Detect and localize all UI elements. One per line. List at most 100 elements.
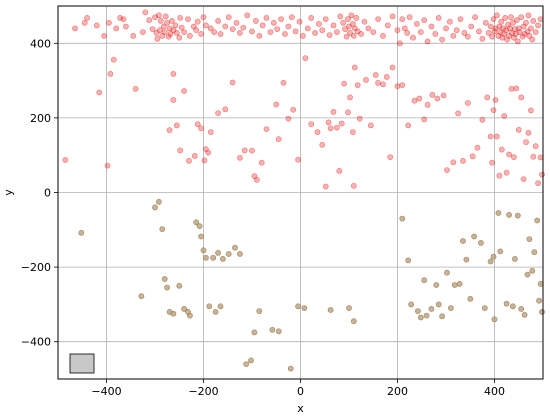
data-point bbox=[273, 101, 280, 108]
data-point bbox=[345, 109, 351, 116]
data-point bbox=[487, 133, 494, 140]
data-point bbox=[96, 89, 103, 96]
data-point bbox=[153, 30, 160, 36]
data-point bbox=[308, 121, 315, 128]
data-point bbox=[503, 27, 509, 34]
data-point bbox=[482, 19, 489, 26]
data-point bbox=[232, 244, 238, 251]
data-point bbox=[312, 30, 318, 36]
data-point bbox=[202, 22, 209, 29]
grid-lines bbox=[58, 6, 543, 379]
data-point bbox=[351, 25, 358, 32]
data-point bbox=[186, 312, 193, 319]
data-point bbox=[340, 19, 347, 26]
data-point bbox=[258, 159, 265, 166]
data-point bbox=[178, 24, 185, 31]
data-point bbox=[380, 81, 386, 88]
data-point bbox=[498, 146, 505, 153]
data-point bbox=[186, 157, 192, 164]
data-point bbox=[496, 172, 503, 179]
data-point bbox=[514, 212, 521, 219]
data-point bbox=[130, 32, 137, 39]
data-point bbox=[432, 31, 439, 37]
data-point bbox=[365, 25, 372, 32]
data-point bbox=[347, 94, 353, 101]
data-point bbox=[510, 19, 516, 26]
data-point bbox=[241, 147, 248, 154]
data-point bbox=[152, 14, 158, 21]
data-point bbox=[467, 295, 474, 302]
data-point bbox=[513, 85, 520, 92]
data-point bbox=[464, 33, 471, 40]
data-point bbox=[120, 16, 127, 22]
data-point bbox=[172, 22, 179, 29]
data-point bbox=[496, 23, 503, 30]
data-point bbox=[159, 32, 166, 39]
data-point bbox=[194, 18, 201, 25]
data-point bbox=[477, 239, 484, 246]
data-point bbox=[518, 94, 525, 101]
data-point bbox=[341, 80, 347, 87]
data-point bbox=[529, 36, 536, 43]
data-point bbox=[207, 129, 214, 135]
data-point bbox=[200, 247, 207, 254]
data-point bbox=[497, 29, 504, 35]
data-point bbox=[113, 25, 120, 32]
data-point bbox=[236, 154, 243, 161]
data-point bbox=[290, 106, 297, 113]
data-point bbox=[457, 16, 464, 22]
data-point bbox=[299, 32, 306, 39]
data-point bbox=[159, 226, 166, 232]
data-point bbox=[347, 30, 353, 36]
data-point bbox=[453, 27, 460, 34]
data-point bbox=[433, 282, 440, 288]
data-point bbox=[288, 14, 295, 21]
data-point bbox=[501, 113, 508, 119]
data-point bbox=[469, 153, 476, 160]
data-point bbox=[202, 146, 209, 153]
data-point bbox=[249, 147, 255, 154]
data-point bbox=[509, 30, 515, 36]
data-point bbox=[170, 97, 177, 103]
data-point bbox=[363, 77, 369, 83]
x-tick-label: −200 bbox=[188, 385, 218, 398]
data-point bbox=[202, 254, 209, 261]
data-point bbox=[330, 22, 337, 29]
data-point bbox=[493, 133, 500, 140]
data-point bbox=[139, 29, 146, 35]
data-point bbox=[117, 14, 123, 21]
data-point bbox=[476, 28, 482, 35]
data-point bbox=[142, 9, 149, 16]
data-point bbox=[263, 126, 270, 133]
data-point bbox=[166, 25, 173, 32]
data-point bbox=[350, 318, 357, 325]
data-point bbox=[380, 32, 386, 39]
y-tick-label: 400 bbox=[30, 37, 51, 50]
data-point bbox=[408, 301, 414, 308]
data-point bbox=[414, 308, 421, 314]
data-point bbox=[487, 258, 494, 265]
data-point bbox=[194, 121, 201, 128]
data-point bbox=[167, 31, 174, 37]
data-point bbox=[444, 269, 450, 276]
data-point bbox=[394, 83, 401, 90]
data-point bbox=[251, 329, 258, 336]
data-point bbox=[346, 305, 352, 311]
data-point bbox=[375, 16, 381, 22]
data-point bbox=[539, 171, 545, 178]
data-point bbox=[149, 26, 156, 32]
data-point bbox=[212, 308, 219, 315]
data-point bbox=[81, 19, 88, 26]
data-point bbox=[498, 18, 505, 25]
data-point bbox=[84, 14, 90, 21]
data-point bbox=[349, 20, 356, 27]
data-point bbox=[460, 238, 466, 244]
data-point bbox=[417, 29, 424, 35]
data-point bbox=[161, 276, 168, 282]
data-point bbox=[185, 16, 191, 22]
data-point bbox=[267, 29, 274, 35]
data-point bbox=[346, 23, 352, 30]
data-point bbox=[485, 30, 492, 36]
data-point bbox=[528, 107, 534, 114]
data-point bbox=[535, 22, 541, 29]
